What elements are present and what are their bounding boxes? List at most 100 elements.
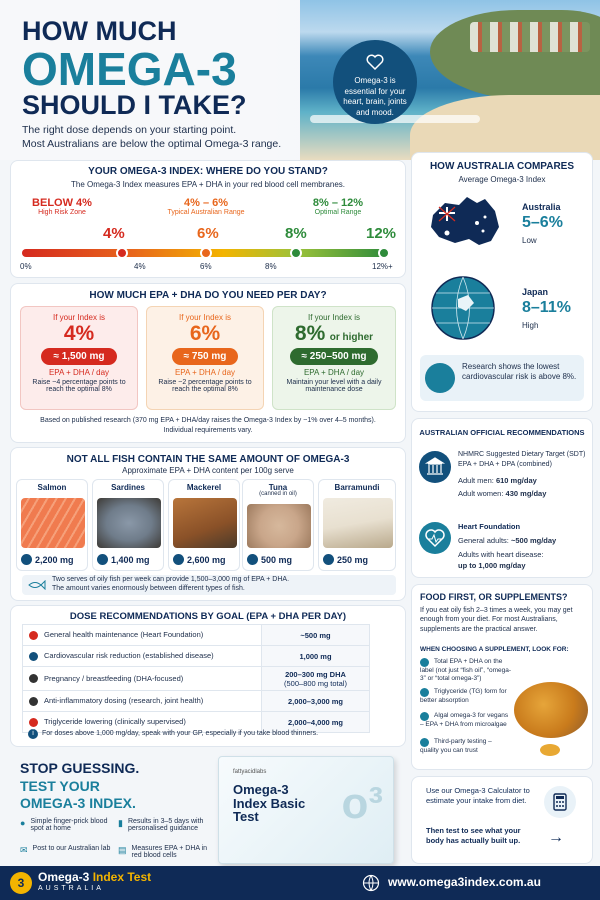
fish-icon <box>97 554 108 565</box>
brand-part1: Omega-3 <box>38 870 93 884</box>
box-title-3: Test <box>233 809 259 825</box>
calc-text-2: Then test to see what your body has actu… <box>426 826 521 845</box>
globe-icon <box>431 276 495 340</box>
fish-name: Sardines <box>111 483 145 492</box>
shield-icon <box>29 696 38 706</box>
aus-value: 5–6% <box>522 214 563 231</box>
subtitle-line1: The right dose depends on your starting … <box>22 124 237 136</box>
brand-logo-icon: 3 <box>10 872 32 894</box>
government-icon <box>419 451 451 483</box>
nhmrc-sub: EPA + DHA + DPA (combined) <box>458 461 552 468</box>
barramundi-image <box>323 498 393 548</box>
dose-card-suffix: or higher <box>329 332 374 343</box>
cta-line2: TEST YOUR <box>20 778 100 794</box>
check-icon <box>420 738 429 747</box>
heart-foundation-icon <box>419 522 451 554</box>
supplements-card <box>411 584 593 770</box>
table-row: General health maintenance (Heart Founda… <box>22 624 370 646</box>
hf-disease-value: up to 1,000 mg/day <box>458 561 526 570</box>
capsules-bowl-image <box>514 682 588 738</box>
jp-level: High <box>522 321 539 330</box>
fish-name: Tuna <box>268 483 288 492</box>
fish-note-1: Two serves of oily fish per week can pro… <box>52 576 290 583</box>
dose-table: General health maintenance (Heart Founda… <box>22 624 370 733</box>
feature-2: ▮ Results in 3–5 days with personalised g… <box>118 818 204 832</box>
marker-dot-12 <box>378 247 390 259</box>
epa-footnote-1: Based on published research (370 mg EPA … <box>40 417 376 424</box>
zone-optimal-range: 8% – 12% <box>312 197 364 209</box>
check-icon <box>420 688 429 697</box>
arrow-right-icon[interactable]: → <box>548 829 564 846</box>
dose-card-unit: EPA + DHA / day <box>48 368 110 377</box>
epa-footnote-2: Individual requirements vary. <box>163 427 253 434</box>
hf-disease-label: Adults with heart disease: <box>458 550 544 559</box>
info-icon: i <box>28 729 38 739</box>
feature-1: ● Simple finger-prick blood spot at home <box>20 818 108 832</box>
fish-sardines: Sardines 1,400 mg <box>92 479 164 571</box>
tick-8: 8% <box>265 262 277 271</box>
dose-card-unit: EPA + DHA / day <box>174 368 236 377</box>
goal-cell: Triglyceride lowering (clinically superv… <box>44 717 186 727</box>
women-value: 430 mg/day <box>505 489 547 498</box>
tuna-image <box>247 504 311 548</box>
zone-typical: 4% – 6% Typical Australian Range <box>150 197 262 216</box>
tick-4: 4% <box>134 262 146 271</box>
feature-3: ✉ Post to our Australian lab <box>20 845 111 855</box>
clipboard-icon: ▤ <box>118 845 127 855</box>
dose-cell: 2,000–4,000 mg <box>261 711 370 733</box>
epa-title: HOW MUCH EPA + DHA DO YOU NEED PER DAY? <box>89 290 327 301</box>
dose-card-6: If your Index is 6% ≈ 750 mg EPA + DHA /… <box>146 306 264 410</box>
check-icon <box>420 712 429 721</box>
dose-card-prefix: If your Index is <box>52 313 106 322</box>
supplements-text: If you eat oily fish 2–3 times a week, y… <box>420 607 573 633</box>
cardio-icon <box>29 651 38 661</box>
men-value: 610 mg/day <box>495 476 537 485</box>
australia-subtitle: Average Omega-3 Index <box>458 175 546 184</box>
dose-card-note: Raise ~4 percentage points to reach the … <box>32 379 126 393</box>
fish-outline-icon <box>28 580 46 590</box>
title-line1: HOW MUCH <box>22 16 177 46</box>
fish-tuna: Tuna (canned in oil) 500 mg <box>242 479 314 571</box>
dose-cell: ~500 mg <box>261 624 370 646</box>
calculator-icon <box>544 786 576 818</box>
goal-cell: Pregnancy / breastfeeding (DHA-focused) <box>44 673 184 683</box>
fish-subtitle: Approximate EPA + DHA content per 100g s… <box>122 466 294 475</box>
fish-note-box <box>22 575 396 595</box>
fish-icon <box>247 554 258 565</box>
supplements-title: FOOD FIRST, OR SUPPLEMENTS? <box>420 592 568 602</box>
title-line2: OMEGA-3 <box>22 43 237 95</box>
hf-general-label: General adults: <box>458 536 509 545</box>
bubble-text: Omega-3 is essential for your heart, bra… <box>343 75 407 118</box>
look-for-4: Third-party testing – quality you can tr… <box>420 738 492 754</box>
fish-title: NOT ALL FISH CONTAIN THE SAME AMOUNT OF … <box>66 454 350 465</box>
table-row: Triglyceride lowering (clinically superv… <box>22 711 370 733</box>
goal-cell: Cardiovascular risk reduction (establish… <box>44 651 214 661</box>
dose-cell: 200–300 mg DHA <box>285 669 346 679</box>
look-for-1: Total EPA + DHA on the label (not just “… <box>420 658 512 683</box>
fish-icon <box>21 554 32 565</box>
chart-icon: ▮ <box>118 818 123 828</box>
dose-card-value: 6% <box>189 322 221 345</box>
calc-text-1: Use our Omega-3 Calculator to estimate y… <box>426 786 530 805</box>
table-row: Cardiovascular risk reduction (establish… <box>22 645 370 667</box>
dose-card-prefix: If your Index is <box>307 313 361 322</box>
fish-salmon: Salmon 2,200 mg <box>16 479 88 571</box>
zone-optimal-label: Optimal Range <box>314 209 362 216</box>
website-link[interactable]: www.omega3index.com.au <box>388 875 541 889</box>
cta-line3: OMEGA-3 INDEX. <box>20 795 136 811</box>
goal-cell: General health maintenance (Heart Founda… <box>44 630 204 640</box>
blood-drop-icon <box>29 717 38 727</box>
dose-card-pill: ≈ 750 mg <box>171 348 239 365</box>
mackerel-image <box>173 498 237 548</box>
heart-bubble: Omega-3 is essential for your heart, bra… <box>333 40 417 124</box>
look-for-2: Triglyceride (TG) form for better absorp… <box>420 688 507 704</box>
heart-check-icon <box>425 363 455 393</box>
dose-cell-sub: (500–800 mg total) <box>284 678 347 688</box>
mail-icon: ✉ <box>20 845 28 855</box>
footer: 3 Omega-3 Index Test AUSTRALIA www.omega… <box>0 866 600 900</box>
dose-card-note: Raise ~2 percentage points to reach the … <box>158 379 252 393</box>
check-icon <box>420 658 429 667</box>
zone-low-label: High Risk Zone <box>38 209 86 216</box>
hf-title: Heart Foundation <box>458 522 521 531</box>
women-label: Adult women: <box>458 489 504 498</box>
